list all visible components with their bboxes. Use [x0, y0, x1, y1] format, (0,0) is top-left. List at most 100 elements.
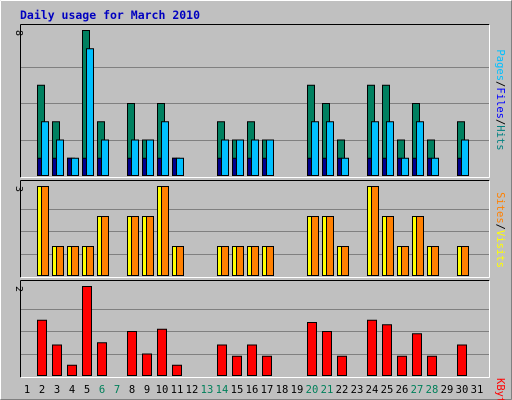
series-sites	[41, 186, 469, 276]
bar-sites-day-20	[311, 216, 319, 276]
bar-sites-day-17	[266, 246, 274, 276]
bar-sites-day-28	[431, 246, 439, 276]
x-tick-label-day-6: 6	[99, 384, 105, 396]
bar-kbytes-day-8	[127, 331, 137, 376]
x-tick-label-day-22: 22	[336, 384, 349, 396]
legend-kbytes: KBytes	[494, 378, 506, 400]
bar-sites-day-11	[176, 246, 184, 276]
bar-files-day-16	[247, 157, 252, 176]
x-tick-label-day-21: 21	[321, 384, 334, 396]
bar-kbytes-day-9	[142, 353, 152, 376]
bar-sites-day-21	[326, 216, 334, 276]
legend-hits_files_pages: Pages/Files/Hits	[494, 49, 506, 150]
bar-sites-day-14	[221, 246, 229, 276]
y-axis-max-label: 8	[13, 30, 24, 36]
bar-pages-day-30	[461, 139, 469, 176]
bar-files-day-11	[172, 157, 177, 176]
bar-sites-day-16	[251, 246, 259, 276]
x-tick-label-day-16: 16	[246, 384, 259, 396]
x-tick-label-day-7: 7	[114, 384, 120, 396]
bar-pages-day-8	[131, 139, 139, 176]
x-tick-label-day-23: 23	[351, 384, 364, 396]
bar-kbytes-day-17	[262, 355, 272, 376]
series-pages	[41, 48, 469, 176]
bar-files-day-27	[412, 157, 417, 176]
bar-files-day-30	[457, 157, 462, 176]
legend-entry-files: Files	[494, 87, 506, 119]
bar-pages-day-28	[431, 157, 439, 176]
bar-sites-day-15	[236, 246, 244, 276]
bar-sites-day-25	[386, 216, 394, 276]
bar-kbytes-day-4	[67, 364, 77, 376]
bar-pages-day-4	[71, 157, 79, 176]
x-tick-label-day-1: 1	[24, 384, 30, 396]
x-tick-label-day-10: 10	[156, 384, 169, 396]
y-axis-max-label: 3	[13, 186, 24, 192]
bar-pages-day-22	[341, 157, 349, 176]
legend-entry-hits: Hits	[494, 125, 506, 150]
x-tick-label-day-31: 31	[471, 384, 484, 396]
bar-sites-day-27	[416, 216, 424, 276]
y-axis-max-label: 2	[13, 286, 24, 292]
legend-separator: /	[494, 224, 506, 230]
bar-pages-day-27	[416, 121, 424, 176]
bar-files-day-21	[322, 157, 327, 176]
bar-kbytes-day-27	[412, 333, 422, 376]
bar-pages-day-2	[41, 121, 49, 176]
bar-sites-day-9	[146, 216, 154, 276]
bar-kbytes-day-15	[232, 355, 242, 376]
x-tick-label-day-5: 5	[84, 384, 90, 396]
bar-kbytes-day-6	[97, 342, 107, 376]
bar-kbytes-day-14	[217, 344, 227, 376]
x-tick-label-day-9: 9	[144, 384, 150, 396]
chart-title: Daily usage for March 2010	[20, 8, 200, 22]
x-tick-label-day-18: 18	[276, 384, 289, 396]
bar-files-day-6	[97, 157, 102, 176]
x-tick-label-day-25: 25	[381, 384, 394, 396]
bar-sites-day-4	[71, 246, 79, 276]
bar-pages-day-16	[251, 139, 259, 176]
bar-pages-day-11	[176, 157, 184, 176]
x-axis-day-labels: 1 2 3 4 5 6 7 8 9 10 11 12 13 14 15 16 17 18 19 20 21 22 23 24 2…	[24, 384, 483, 396]
bar-kbytes-day-5	[82, 286, 92, 376]
bar-files-day-4	[67, 157, 72, 176]
series-kbytes	[37, 286, 467, 376]
bar-files-day-15	[232, 157, 237, 176]
x-tick-label-day-8: 8	[129, 384, 135, 396]
bar-files-day-10	[157, 157, 162, 176]
bar-pages-day-14	[221, 139, 229, 176]
bar-files-day-14	[217, 157, 222, 176]
x-tick-label-day-17: 17	[261, 384, 274, 396]
legend-entry-sites: Sites	[494, 192, 506, 224]
legend-entry-visits: Visits	[494, 230, 506, 268]
bar-pages-day-25	[386, 121, 394, 176]
x-tick-label-day-3: 3	[54, 384, 60, 396]
x-tick-label-day-28: 28	[426, 384, 439, 396]
bar-pages-day-20	[311, 121, 319, 176]
bar-kbytes-day-10	[157, 328, 167, 376]
bar-kbytes-day-26	[397, 355, 407, 376]
x-tick-label-day-11: 11	[171, 384, 184, 396]
bar-pages-day-26	[401, 157, 409, 176]
legend-separator: /	[494, 119, 506, 125]
x-tick-label-day-27: 27	[411, 384, 424, 396]
bar-kbytes-day-11	[172, 364, 182, 376]
bar-files-day-24	[367, 157, 372, 176]
bar-sites-day-5	[86, 246, 94, 276]
x-tick-label-day-29: 29	[441, 384, 454, 396]
x-tick-label-day-26: 26	[396, 384, 409, 396]
bar-files-day-8	[127, 157, 132, 176]
bar-pages-day-24	[371, 121, 379, 176]
panel-kbytes: 2 KBytes	[13, 280, 506, 400]
bar-sites-day-10	[161, 186, 169, 276]
bar-files-day-5	[82, 157, 87, 176]
bar-files-day-2	[37, 157, 42, 176]
panel-visits_sites: 3 Sites/Visits	[13, 180, 506, 278]
bar-pages-day-17	[266, 139, 274, 176]
bar-pages-day-10	[161, 121, 169, 176]
bar-sites-day-22	[341, 246, 349, 276]
legend-entry-pages: Pages	[494, 49, 506, 81]
